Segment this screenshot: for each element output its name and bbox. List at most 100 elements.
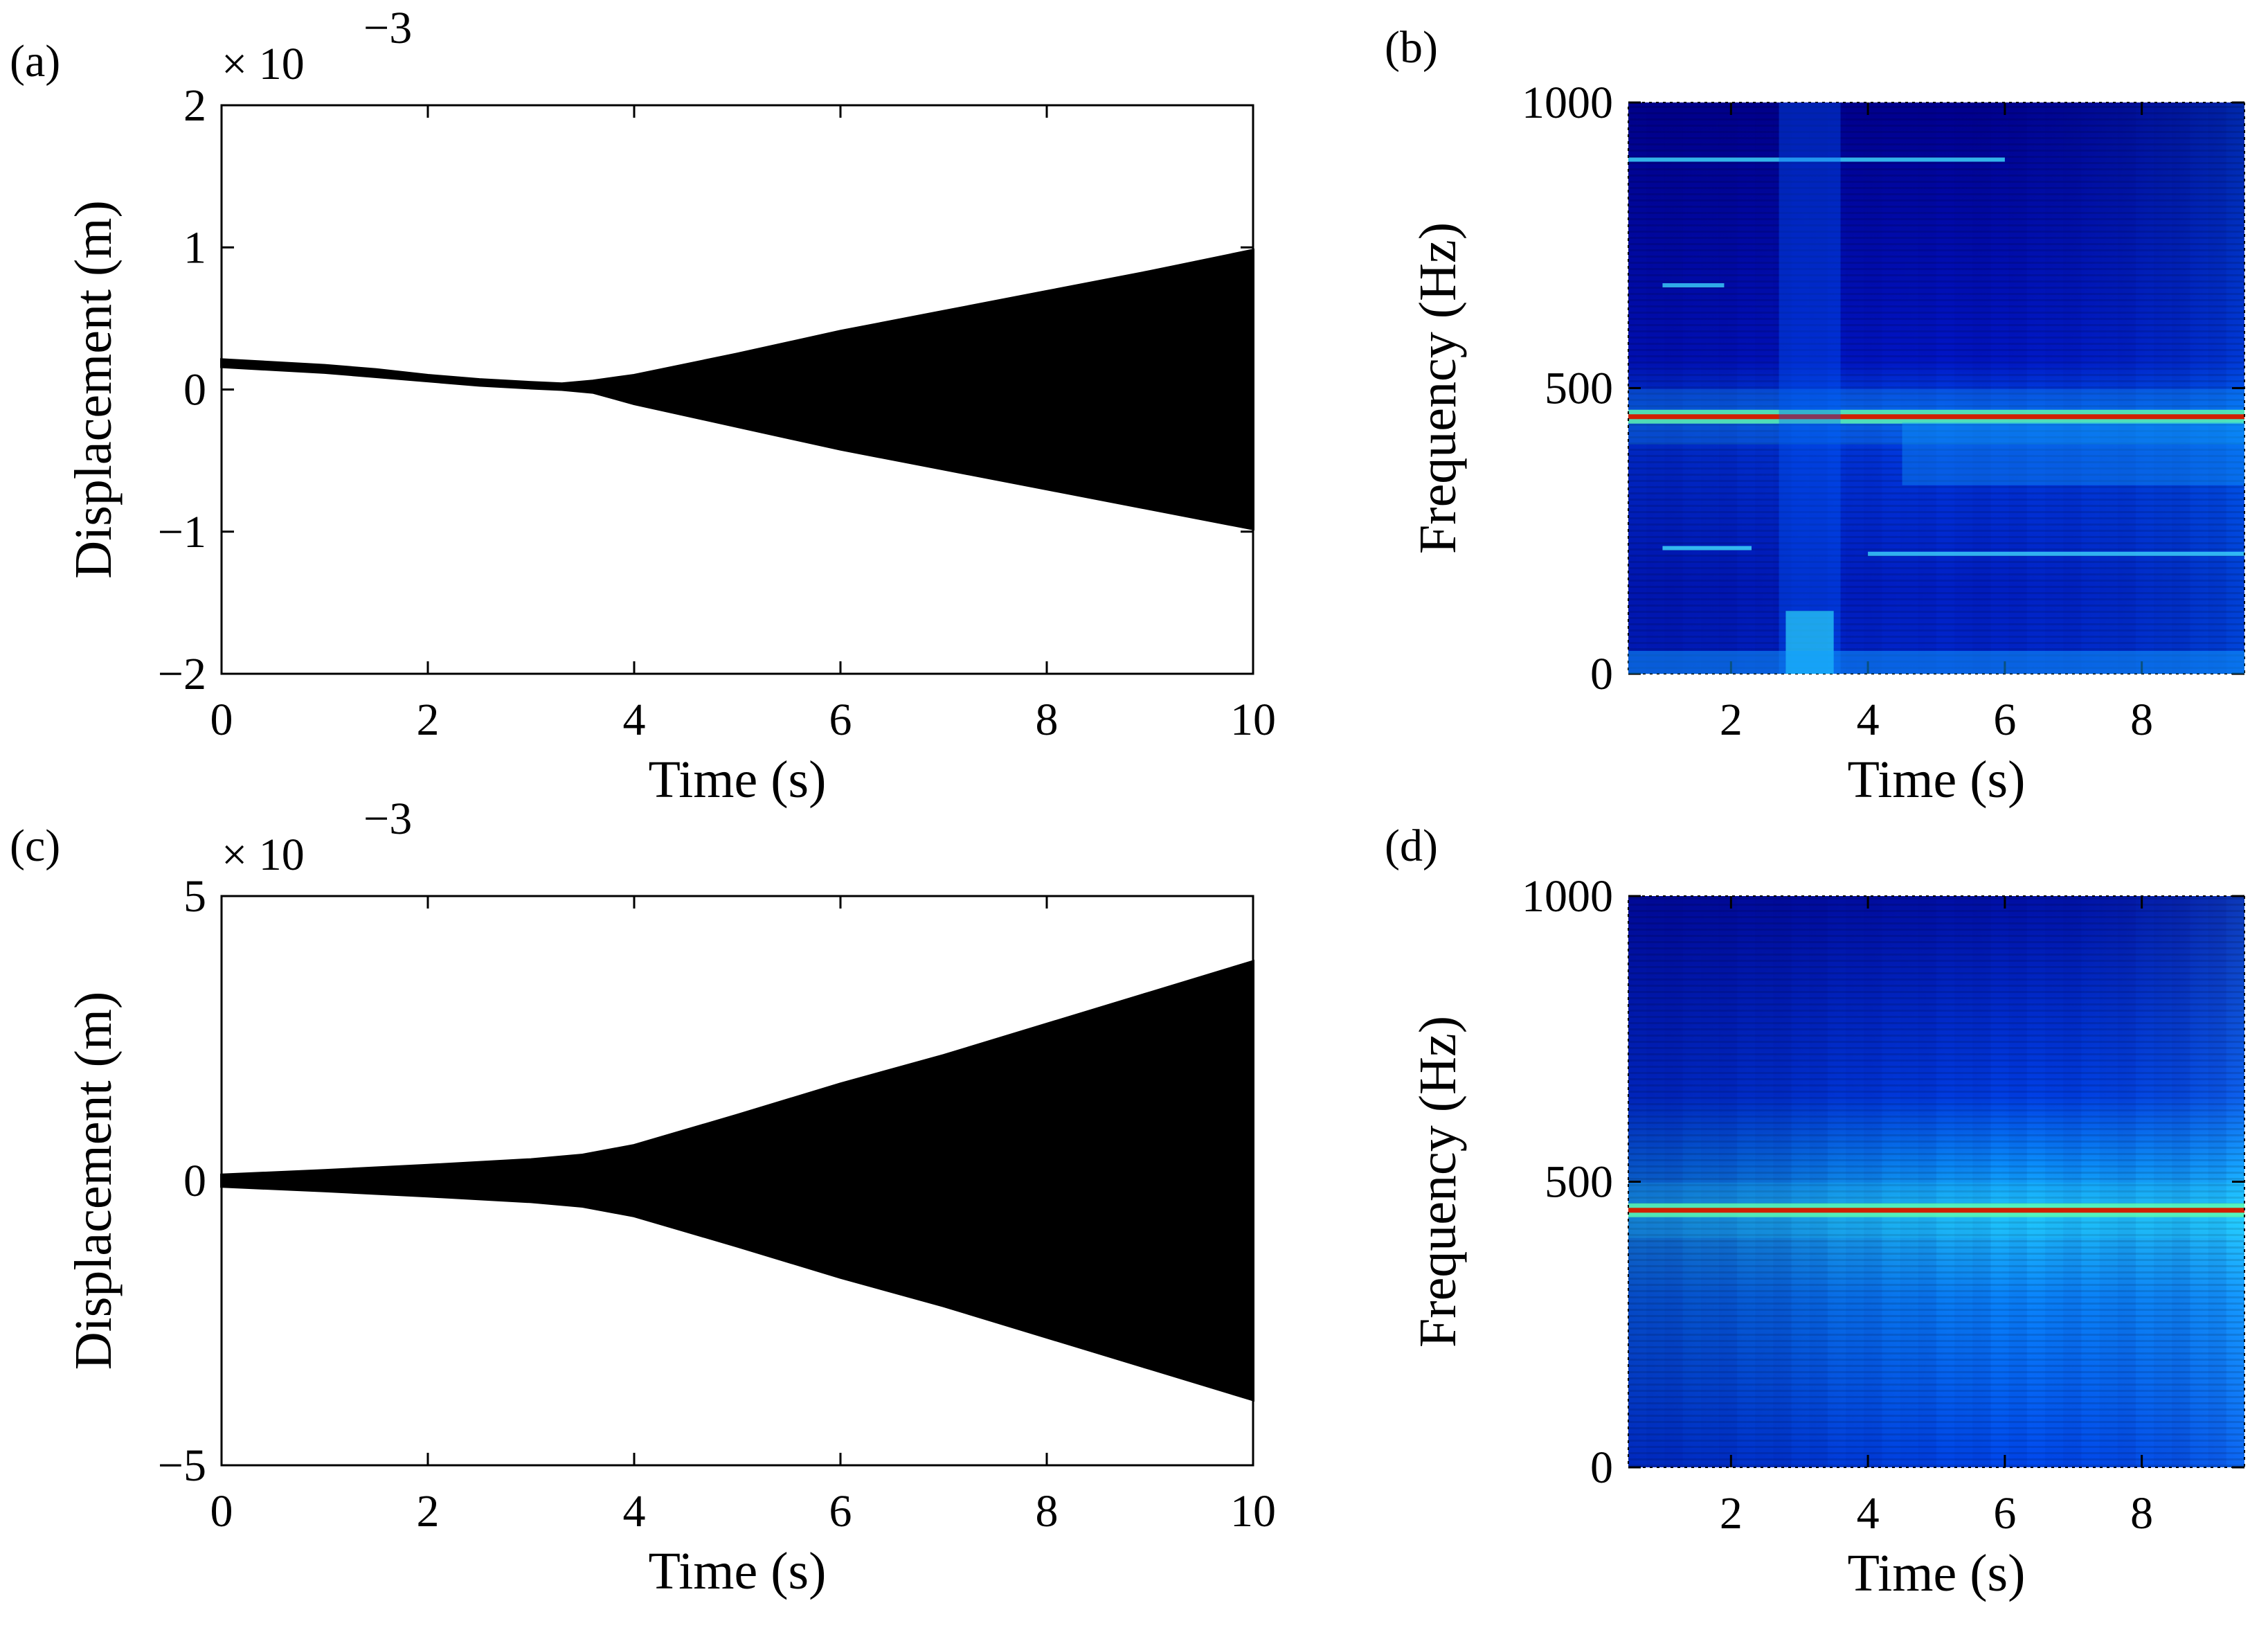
spectrogram-time-bin <box>1755 102 1774 674</box>
y-axis-label: Displacement (m) <box>64 992 123 1370</box>
spectrogram-time-bin <box>2117 102 2136 674</box>
scale-factor: × 10 −3 <box>222 3 412 89</box>
y-axis-label: Frequency (Hz) <box>1409 1016 1467 1348</box>
spectrogram-time-bin <box>1755 896 1774 1467</box>
spectrogram-time-bin <box>2172 102 2190 674</box>
dc-band <box>1628 651 2244 674</box>
spectrogram-time-bin <box>1918 102 1936 674</box>
scale-factor-base: × 10 <box>222 39 305 89</box>
scale-factor-exponent: −3 <box>363 794 412 844</box>
burst-column <box>1779 102 1841 674</box>
spectrogram-time-bin <box>1809 896 1828 1467</box>
spectrogram-time-bin <box>2063 896 2082 1467</box>
spectrogram-time-bin <box>2136 102 2154 674</box>
y-tick-label: 0 <box>183 1156 206 1206</box>
panel-a: 0 2 4 6 8 10 −2 −1 0 1 2 Time (s) Displacement (m) (a… <box>10 3 1276 809</box>
spectrogram-time-bin <box>2154 102 2172 674</box>
x-tick-label: 6 <box>829 695 852 745</box>
spectrogram-time-bin <box>2045 102 2064 674</box>
panel-d: 2 4 6 8 0 500 1000 Time (s) Frequency (Hz) (d) <box>1385 821 2245 1602</box>
y-tick-label: −1 <box>158 507 206 557</box>
spectrogram-time-bin <box>2154 896 2172 1467</box>
y-tick-label: 1000 <box>1522 78 1613 128</box>
spectrogram-time-bin <box>1882 102 1900 674</box>
y-tick-label: 5 <box>183 871 206 922</box>
x-tick-label: 8 <box>1036 695 1059 745</box>
x-tick-label: 4 <box>1857 1488 1880 1539</box>
displacement-signal <box>220 959 1254 1402</box>
spectrogram-time-bin <box>1991 102 2009 674</box>
y-tick-label: 2 <box>183 80 206 131</box>
spectrogram-time-bin <box>1954 102 1973 674</box>
spectrogram-time-bin <box>1664 896 1683 1467</box>
spectrogram-time-bin <box>1846 896 1864 1467</box>
spectrogram-time-bin <box>1991 896 2009 1467</box>
broadband-energy <box>1902 422 2244 485</box>
x-tick-label: 2 <box>1720 695 1743 745</box>
x-tick-label: 4 <box>623 695 646 745</box>
x-axis-label: Time (s) <box>649 751 827 809</box>
x-tick-label: 2 <box>417 695 440 745</box>
x-tick-label: 10 <box>1230 695 1276 745</box>
panel-label: (a) <box>10 36 60 87</box>
axes-frame <box>220 104 1254 675</box>
x-axis-label: Time (s) <box>1848 751 2026 809</box>
y-tick-label: 1000 <box>1522 871 1613 922</box>
spectrogram-time-bin <box>1718 896 1738 1467</box>
x-tick-label: 2 <box>417 1486 440 1537</box>
scale-factor-base: × 10 <box>222 830 305 880</box>
spectrogram-time-bin <box>1882 896 1900 1467</box>
spectrogram-time-bin <box>2117 896 2136 1467</box>
spectrogram-time-bin <box>1809 102 1828 674</box>
y-tick-label: −2 <box>158 649 206 699</box>
spectrogram-time-bin <box>1683 896 1701 1467</box>
x-tick-label: 2 <box>1720 1488 1743 1539</box>
spectrogram-time-bin <box>1954 896 1973 1467</box>
spectrogram-time-bin <box>2208 102 2226 674</box>
spectrogram-bin-texture <box>1628 102 2244 674</box>
panel-label: (c) <box>10 821 60 871</box>
panel-label: (b) <box>1385 22 1438 73</box>
x-tick-label: 4 <box>623 1486 646 1537</box>
spectrogram-image <box>1628 102 2244 674</box>
spectrogram-time-bin <box>1737 102 1755 674</box>
x-axis-label: Time (s) <box>649 1542 827 1600</box>
spectrogram-time-bin <box>2208 896 2226 1467</box>
spectrogram-time-bin <box>2081 102 2099 674</box>
spectrogram-time-bin <box>2190 102 2208 674</box>
spectrogram-time-bin <box>1664 102 1683 674</box>
x-tick-label: 0 <box>210 1486 233 1537</box>
spectrogram-time-bin <box>1936 896 1954 1467</box>
spectrogram-time-bin <box>1792 896 1810 1467</box>
spectrogram-time-bin <box>1646 896 1665 1467</box>
y-tick-label: 0 <box>1590 1442 1613 1493</box>
y-tick-label: 500 <box>1545 1157 1613 1208</box>
x-tick-label: 8 <box>2130 1488 2153 1539</box>
spectrogram-time-bin <box>2081 896 2099 1467</box>
x-tick-label: 10 <box>1230 1486 1276 1537</box>
x-tick-label: 8 <box>2130 695 2153 745</box>
spectrogram-time-bin <box>2008 102 2027 674</box>
spectrogram-time-bin <box>2063 102 2082 674</box>
spectrogram-time-bin <box>1864 896 1882 1467</box>
axes-frame <box>1628 895 2245 1468</box>
spectrogram-image <box>1628 896 2244 1467</box>
spectrogram-time-bin <box>1683 102 1701 674</box>
y-tick-label: 1 <box>183 222 206 273</box>
spectrogram-time-bin <box>1918 896 1936 1467</box>
spectrogram-time-bin <box>1700 896 1719 1467</box>
spectrogram-time-bin <box>2099 896 2118 1467</box>
spectrogram-time-bin <box>1773 896 1792 1467</box>
spectrogram-time-bin <box>1972 102 1991 674</box>
y-tick-label: 0 <box>1590 649 1613 699</box>
spectrogram-time-bin <box>2136 896 2154 1467</box>
spectrogram-time-bin <box>2008 896 2027 1467</box>
x-tick-label: 6 <box>829 1486 852 1537</box>
spectrogram-time-bin <box>1828 896 1846 1467</box>
spectrogram-time-bin <box>2190 896 2208 1467</box>
panel-b: 2 4 6 8 0 500 1000 Time (s) Frequency (Hz) (b) <box>1385 22 2245 809</box>
spectrogram-bin-texture <box>1628 896 2244 1467</box>
spectrogram-time-bin <box>1864 102 1882 674</box>
